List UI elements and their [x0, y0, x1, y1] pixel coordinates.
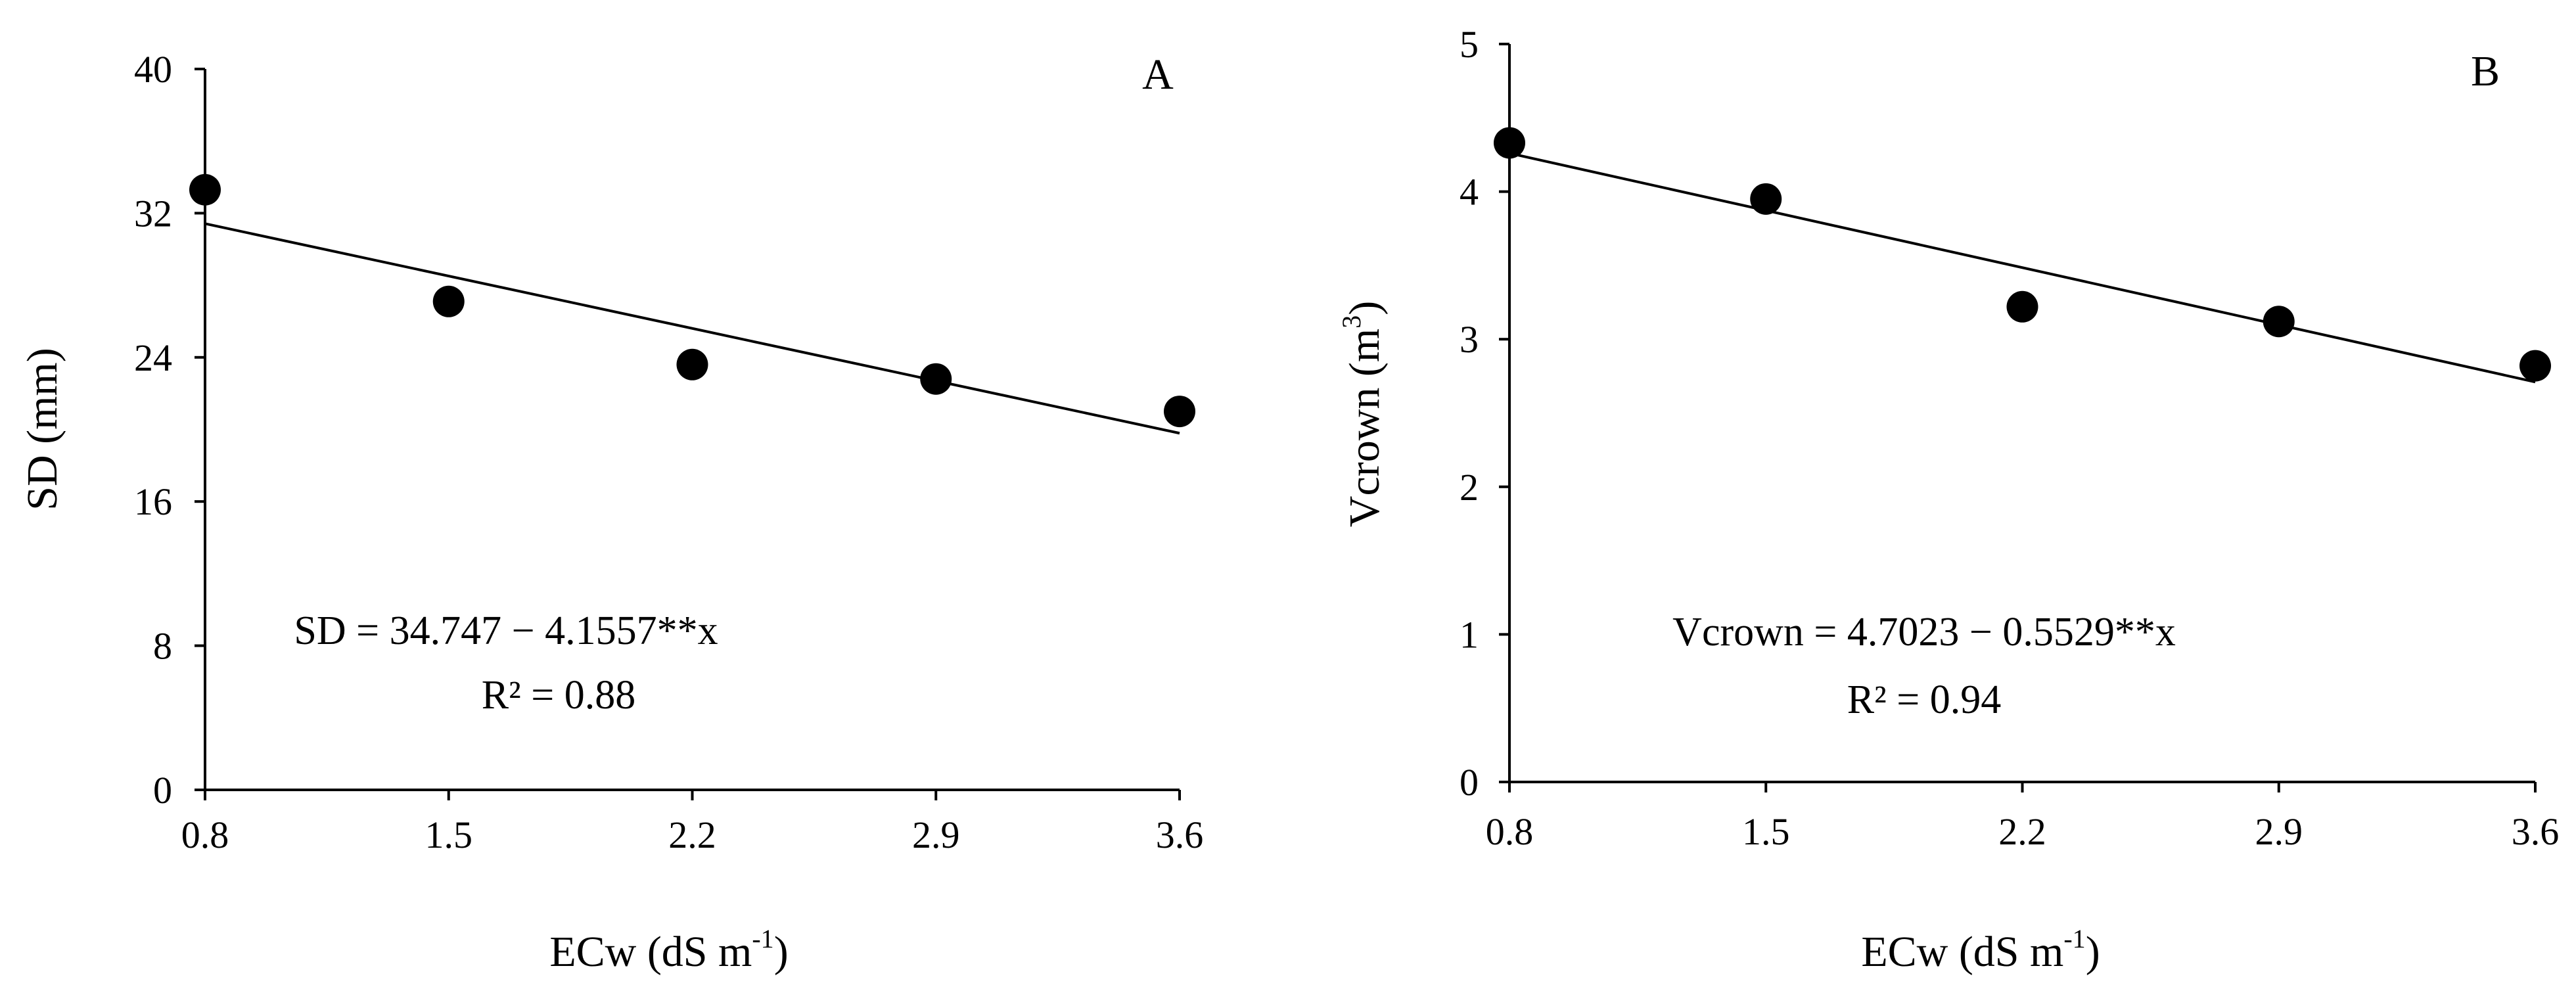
y-axis-title: SD (mm)	[18, 348, 66, 511]
x-tick-label: 2.9	[2255, 810, 2303, 853]
x-tick-label: 1.5	[425, 814, 473, 856]
y-tick-label: 3	[1460, 318, 1479, 361]
x-tick-label: 0.8	[1486, 810, 1534, 853]
x-tick-label: 2.9	[912, 814, 960, 856]
y-tick-label: 4	[1460, 171, 1479, 214]
data-point	[920, 363, 952, 395]
x-axis-title-text: ECw (dS m	[1861, 928, 2063, 976]
x-tick-label: 2.2	[668, 814, 716, 856]
y-tick-label: 2	[1460, 466, 1479, 509]
r-squared-label: R² = 0.88	[482, 673, 635, 718]
axis-lines	[1508, 44, 2535, 783]
y-tick-label: 0	[153, 769, 172, 812]
y-tick-label: 1	[1460, 613, 1479, 656]
data-point	[189, 173, 221, 206]
data-point	[1494, 127, 1525, 159]
chart-panel-b: 0 1 2 3 4 5 0.8 1.5 2.2 2.9 3.6 B Vcrown = 4.7023…	[1337, 23, 2559, 976]
x-tick-label: 3.6	[1156, 814, 1204, 856]
x-axis-title: ECw (dS m-1)	[1861, 924, 2100, 976]
regression-equation: Vcrown = 4.7023 − 0.5529**x	[1672, 610, 2176, 654]
x-axis-title-sup: -1	[2063, 924, 2085, 953]
r-squared-label: R² = 0.94	[1847, 677, 2001, 722]
y-tick-label: 0	[1460, 761, 1479, 804]
y-axis-title-text: Vcrown (m	[1341, 329, 1389, 527]
data-point	[432, 285, 465, 317]
data-point	[2263, 306, 2295, 338]
chart-panel-a: 0 8 16 24 32 40 0.8 1.5 2.2 2.9 3.6 A SD = 34.747…	[18, 48, 1203, 976]
x-axis-title-close: )	[774, 928, 789, 976]
y-tick-label: 16	[134, 480, 172, 523]
regression-line	[204, 222, 1180, 435]
data-point	[676, 348, 708, 380]
data-point	[1750, 183, 1782, 215]
data-points	[189, 173, 1195, 428]
panel-label: A	[1142, 51, 1174, 99]
x-tick-label: 2.2	[1998, 810, 2046, 853]
panel-label: B	[2471, 47, 2500, 95]
y-tick-group: 0 8 16 24 32 40	[134, 48, 205, 812]
regression-line	[1509, 152, 2536, 384]
data-point	[2519, 350, 2551, 382]
y-tick-label: 40	[134, 48, 172, 91]
x-axis-title-text: ECw (dS m	[549, 928, 752, 976]
y-tick-group: 0 1 2 3 4 5	[1460, 23, 1509, 804]
y-tick-label: 32	[134, 192, 172, 235]
x-tick-label: 1.5	[1742, 810, 1790, 853]
x-tick-label: 3.6	[2512, 810, 2560, 853]
axis-lines	[204, 69, 1180, 791]
data-point	[2006, 290, 2038, 323]
y-axis-title: Vcrown (m3)	[1337, 301, 1389, 527]
y-tick-label: 8	[153, 625, 172, 668]
y-tick-label: 5	[1460, 23, 1479, 66]
y-tick-label: 24	[134, 336, 172, 379]
regression-equation: SD = 34.747 − 4.1557**x	[294, 608, 718, 653]
x-axis-title: ECw (dS m-1)	[549, 924, 788, 976]
data-point	[1164, 396, 1195, 428]
x-axis-title-close: )	[2086, 928, 2100, 976]
x-tick-label: 0.8	[181, 814, 229, 856]
x-tick-group: 0.8 1.5 2.2 2.9 3.6	[181, 790, 1204, 856]
data-points	[1494, 127, 2551, 382]
x-axis-title-sup: -1	[752, 924, 773, 953]
y-axis-title-close: )	[1341, 301, 1389, 315]
x-tick-group: 0.8 1.5 2.2 2.9 3.6	[1486, 782, 2560, 853]
y-axis-title-sup: 3	[1337, 315, 1366, 329]
